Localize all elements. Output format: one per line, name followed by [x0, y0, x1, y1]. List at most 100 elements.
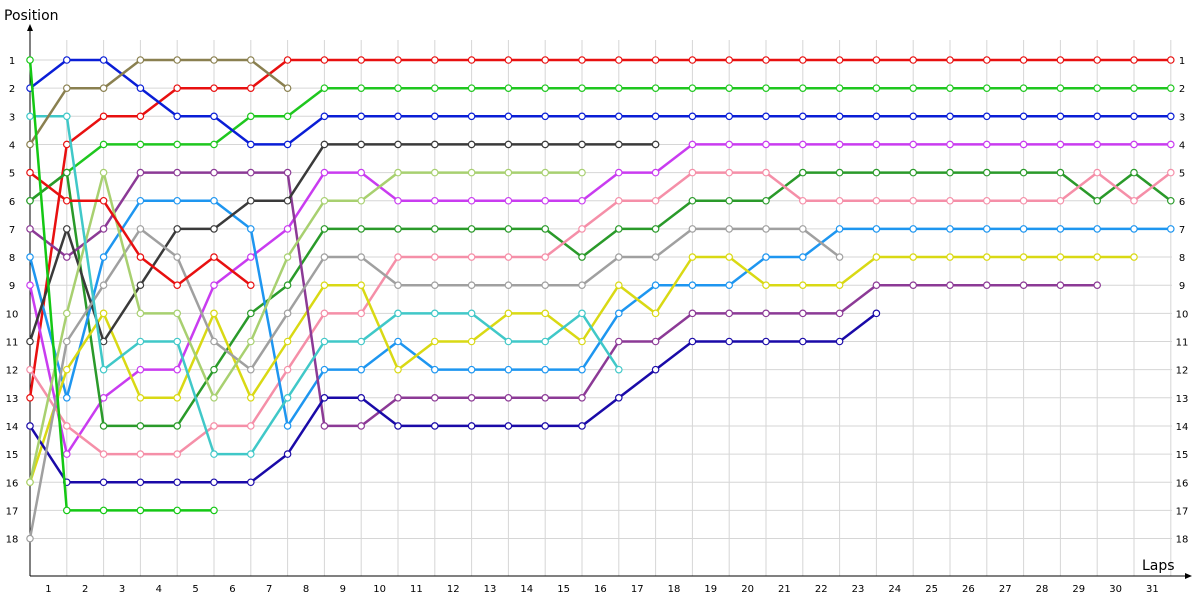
y-tick-label-left: 13: [6, 394, 19, 405]
series-point: [614, 281, 623, 290]
y-tick-label-right: 14: [1176, 422, 1189, 433]
series-point: [504, 309, 513, 318]
series-point: [688, 84, 697, 92]
series-point: [798, 225, 807, 233]
y-tick-label-right: 12: [1176, 366, 1189, 377]
series-point: [982, 253, 991, 261]
series-point: [394, 56, 402, 64]
series-point: [467, 422, 476, 430]
x-tick-label: 20: [741, 584, 754, 595]
series-point: [982, 56, 991, 64]
series-4: [26, 140, 1175, 458]
series-point: [1167, 112, 1175, 121]
series-point: [651, 337, 660, 346]
series-point: [283, 168, 292, 177]
series-point: [430, 309, 439, 318]
series-point: [541, 393, 550, 402]
series-point: [394, 225, 402, 233]
series-point: [688, 309, 697, 318]
x-axis-arrow: [1185, 573, 1192, 579]
y-tick-label-left: 7: [9, 225, 15, 236]
series-point: [26, 393, 34, 402]
series-point: [835, 253, 844, 261]
series-point: [63, 112, 71, 121]
series-point: [541, 422, 550, 430]
y-tick-label-right: 9: [1179, 281, 1185, 292]
series-point: [835, 140, 844, 149]
series-point: [578, 253, 586, 261]
series-point: [835, 168, 844, 177]
series-point: [357, 393, 366, 402]
series-point: [394, 281, 402, 290]
series-point: [283, 196, 292, 205]
series-point: [762, 281, 770, 290]
series-point: [1019, 253, 1028, 261]
series-point: [1130, 56, 1138, 64]
series-point: [578, 225, 586, 233]
series-point: [578, 56, 586, 64]
series-point: [651, 56, 660, 64]
series-point: [1056, 196, 1065, 205]
series-point: [872, 281, 881, 290]
series-point: [467, 225, 476, 233]
series-point: [872, 112, 881, 121]
y-tick-label-right: 8: [1179, 253, 1185, 264]
y-tick-label-left: 15: [6, 450, 19, 461]
series-point: [467, 281, 476, 290]
series-point: [688, 140, 697, 149]
series-point: [982, 112, 991, 121]
series-point: [651, 112, 660, 121]
series-point: [320, 140, 329, 149]
series-point: [26, 196, 34, 205]
series-point: [357, 140, 366, 149]
series-point: [835, 281, 844, 290]
series-point: [504, 337, 513, 346]
series-point: [173, 56, 182, 64]
series-point: [504, 112, 513, 121]
series-point: [210, 422, 218, 430]
series-point: [1093, 140, 1102, 149]
x-tick-label: 2: [82, 584, 88, 595]
series-point: [63, 422, 71, 430]
series-point: [835, 225, 844, 233]
series-17: [26, 56, 218, 515]
series-line: [28, 58, 1171, 398]
series-13: [26, 168, 586, 487]
series-point: [320, 112, 329, 121]
series-1: [26, 56, 1175, 402]
series-point: [210, 84, 218, 92]
series-point: [909, 253, 918, 261]
series-point: [210, 56, 218, 64]
series-point: [762, 253, 770, 261]
series-point: [210, 506, 218, 515]
series-point: [283, 309, 292, 318]
series-point: [1130, 253, 1138, 261]
series-point: [430, 365, 439, 374]
y-axis-title: Position: [4, 8, 59, 24]
series-point: [99, 112, 108, 121]
series-point: [247, 281, 255, 290]
series-point: [467, 337, 476, 346]
x-tick-label: 3: [119, 584, 125, 595]
series-point: [1130, 196, 1138, 205]
series-point: [430, 422, 439, 430]
series-point: [63, 140, 71, 149]
series-point: [136, 365, 145, 374]
series-point: [430, 168, 439, 177]
series-point: [1056, 168, 1065, 177]
series-point: [320, 225, 329, 233]
series-10: [26, 309, 881, 487]
series-point: [173, 112, 182, 121]
series-point: [1167, 225, 1175, 233]
series-point: [26, 253, 34, 261]
series-point: [946, 281, 954, 290]
x-tick-label: 6: [229, 584, 235, 595]
series-point: [541, 281, 550, 290]
series-point: [99, 168, 108, 177]
series-point: [872, 140, 881, 149]
series-point: [798, 56, 807, 64]
series-point: [99, 450, 108, 458]
series-point: [99, 337, 108, 346]
x-tick-label: 27: [999, 584, 1012, 595]
series-point: [99, 422, 108, 430]
